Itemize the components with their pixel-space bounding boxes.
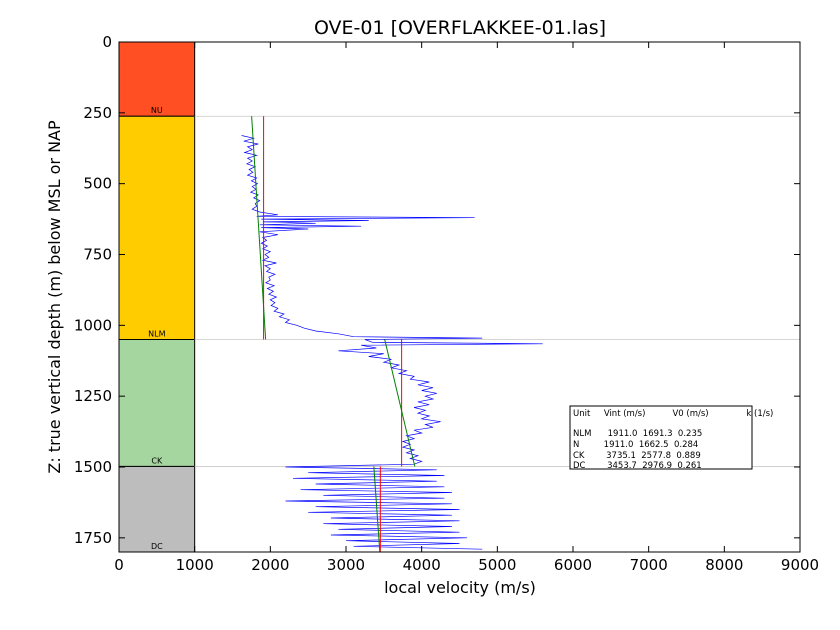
legend-box: Unit Vint (m/s) V0 (m/s) k (1/s) NLM 191… — [569, 405, 773, 471]
legend-row-n: N 1911.0 1662.5 0.284 — [573, 440, 698, 450]
velocity-log-line — [241, 135, 543, 550]
legend-frame — [569, 405, 753, 470]
legend-header: Unit Vint (m/s) V0 (m/s) k (1/s) — [573, 409, 773, 419]
x-axis-label: local velocity (m/s) — [384, 578, 536, 597]
fit-line-ck — [384, 339, 416, 467]
unit-label-nu: NU — [151, 106, 163, 115]
velocity-log — [241, 135, 543, 550]
fit-line-dc — [373, 466, 381, 553]
x-tick-label: 9000 — [781, 556, 819, 574]
x-tick-label: 8000 — [705, 556, 743, 574]
x-tick-label: 6000 — [554, 556, 592, 574]
x-tick-label: 7000 — [630, 556, 668, 574]
legend-row-dc: DC 3453.7 2976.9 0.261 — [573, 461, 702, 471]
unit-label-ck: CK — [151, 456, 163, 465]
x-tick-label: 3000 — [327, 556, 365, 574]
x-axis-ticks: 0 1000 2000 3000 4000 5000 6000 7000 8000 9000 — [114, 42, 819, 574]
y-axis-ticks: 0 250 500 750 1000 1250 1500 1750 — [74, 33, 800, 547]
y-tick-label: 250 — [83, 104, 112, 122]
y-tick-label: 500 — [83, 175, 112, 193]
unit-label-nlm: NLM — [148, 330, 165, 339]
x-tick-label: 2000 — [251, 556, 289, 574]
x-tick-label: 5000 — [478, 556, 516, 574]
y-tick-label: 1750 — [74, 529, 112, 547]
x-tick-label: 1000 — [176, 556, 214, 574]
velocity-model-lines — [251, 116, 416, 553]
y-tick-label: 750 — [83, 246, 112, 264]
chart-title: OVE-01 [OVERFLAKKEE-01.las] — [314, 17, 606, 39]
y-tick-label: 1250 — [74, 387, 112, 405]
stratigraphic-units: NU NLM CK DC — [118, 41, 196, 553]
unit-block-ck — [118, 339, 196, 467]
unit-block-nu — [118, 41, 196, 117]
unit-label-dc: DC — [151, 542, 163, 551]
y-tick-label: 0 — [102, 33, 112, 51]
legend-row-nlm: NLM 1911.0 1691.3 0.235 — [573, 429, 702, 439]
y-tick-label: 1500 — [74, 458, 112, 476]
y-tick-label: 1000 — [74, 316, 112, 334]
legend-row-ck: CK 3735.1 2577.8 0.889 — [573, 451, 701, 461]
unit-block-dc — [118, 465, 196, 553]
x-tick-label: 0 — [114, 556, 124, 574]
x-tick-label: 4000 — [403, 556, 441, 574]
unit-block-nlm — [118, 115, 196, 340]
fit-line-nlm — [251, 116, 267, 340]
plot-frame — [118, 41, 801, 553]
y-axis-label: Z: true vertical depth (m) below MSL or … — [45, 120, 64, 474]
